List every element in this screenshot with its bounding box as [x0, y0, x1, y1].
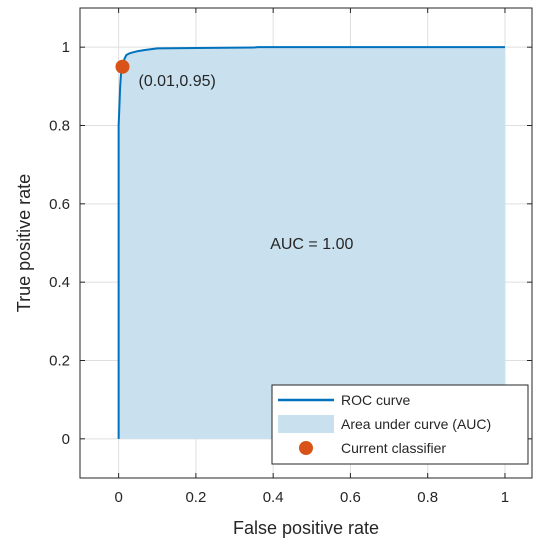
x-tick-label: 0 [114, 489, 122, 506]
x-tick-label: 0.6 [340, 489, 361, 506]
y-tick-label: 0 [62, 431, 70, 448]
current-classifier-label: (0.01,0.95) [138, 73, 215, 90]
current-classifier-marker [115, 59, 130, 74]
legend-patch-swatch [278, 415, 334, 433]
auc-annotation: AUC = 1.00 [270, 236, 353, 253]
x-tick-label: 1 [501, 489, 509, 506]
y-tick-label: 0.6 [49, 196, 70, 213]
y-tick-label: 0.4 [49, 274, 70, 291]
x-tick-label: 0.4 [263, 489, 284, 506]
roc-curve-line [117, 46, 505, 439]
legend-label: ROC curve [341, 392, 410, 408]
y-tick-label: 0.2 [49, 353, 70, 370]
y-tick-label: 1 [62, 39, 70, 56]
legend-label: Current classifier [341, 440, 446, 456]
x-axis-title: False positive rate [233, 518, 379, 538]
legend-label: Area under curve (AUC) [341, 416, 491, 432]
x-tick-label: 0.8 [417, 489, 438, 506]
auc-area [118, 47, 505, 439]
y-tick-label: 0.8 [49, 118, 70, 135]
y-axis-title: True positive rate [14, 174, 34, 312]
axes-box [79, 7, 533, 479]
legend-marker-swatch [299, 441, 313, 455]
legend: ROC curve Area under curve (AUC) Current c… [271, 384, 529, 465]
x-tick-label: 0.2 [185, 489, 206, 506]
